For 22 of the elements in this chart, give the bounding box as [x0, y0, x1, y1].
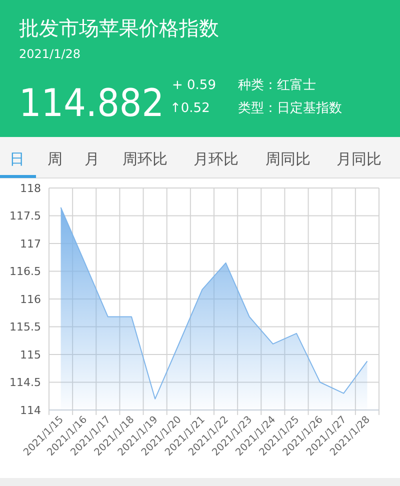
- y-tick-label: 114.5: [10, 376, 41, 390]
- text: 月环比: [194, 150, 238, 168]
- text: 周: [48, 150, 62, 168]
- text: 批发市场苹果价格指数: [19, 16, 219, 40]
- y-tick-label: 117.5: [10, 210, 41, 223]
- text: + 0.59: [172, 78, 216, 93]
- y-tick-label: 116: [20, 292, 41, 306]
- text: ↑0.52: [170, 101, 210, 116]
- y-tick-label: 117: [20, 237, 41, 250]
- text: 周同比: [266, 150, 310, 168]
- y-tick-label: 115.5: [10, 320, 41, 334]
- y-tick-label: 118: [20, 182, 41, 195]
- y-tick-label: 114: [20, 404, 41, 417]
- text: 月同比: [336, 150, 382, 168]
- y-tick-label: 115: [20, 348, 41, 362]
- text: 类型：日定基指数: [238, 101, 342, 116]
- text: 月: [84, 150, 100, 168]
- text: 周环比: [122, 150, 168, 168]
- text: 2021/1/28: [19, 47, 81, 61]
- y-tick-label: 116.5: [10, 265, 41, 278]
- text: 种类：红富士: [238, 77, 316, 93]
- text: 日: [10, 150, 24, 168]
